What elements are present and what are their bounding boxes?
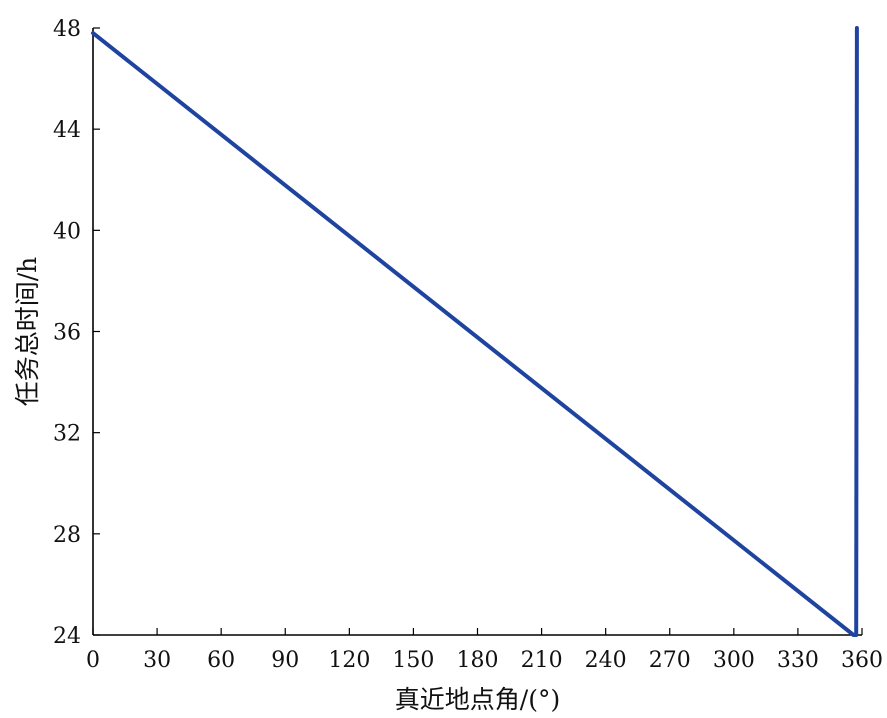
x-tick-label: 180: [457, 648, 499, 673]
x-tick-label: 30: [143, 648, 171, 673]
y-tick-label: 24: [53, 624, 81, 649]
y-tick-label: 44: [53, 118, 81, 143]
x-tick-label: 90: [271, 648, 299, 673]
axes: [92, 28, 862, 636]
x-tick-label: 300: [713, 648, 755, 673]
x-tick-label: 0: [86, 648, 100, 673]
y-tick-label: 28: [53, 523, 81, 548]
x-axis-title: 真近地点角/(°): [395, 685, 560, 714]
x-tick-label: 270: [649, 648, 691, 673]
y-tick-label: 48: [53, 17, 81, 42]
series-line-1: [91, 26, 859, 637]
x-tick-label: 120: [328, 648, 370, 673]
y-tick-label: 40: [53, 219, 81, 244]
y-axis-title: 任务总时间/h: [13, 257, 42, 407]
ticks: 0 30 60 90 120 150 180 210 240 270 300 330 360 24 28 32…: [53, 17, 883, 673]
y-tick-label: 36: [53, 321, 81, 346]
x-tick-label: 60: [207, 648, 235, 673]
x-tick-label: 240: [585, 648, 627, 673]
x-tick-label: 150: [392, 648, 434, 673]
x-tick-label: 210: [521, 648, 563, 673]
series-layer: [91, 26, 859, 637]
x-tick-label: 360: [841, 648, 883, 673]
x-tick-label: 330: [777, 648, 819, 673]
y-tick-label: 32: [53, 422, 81, 447]
